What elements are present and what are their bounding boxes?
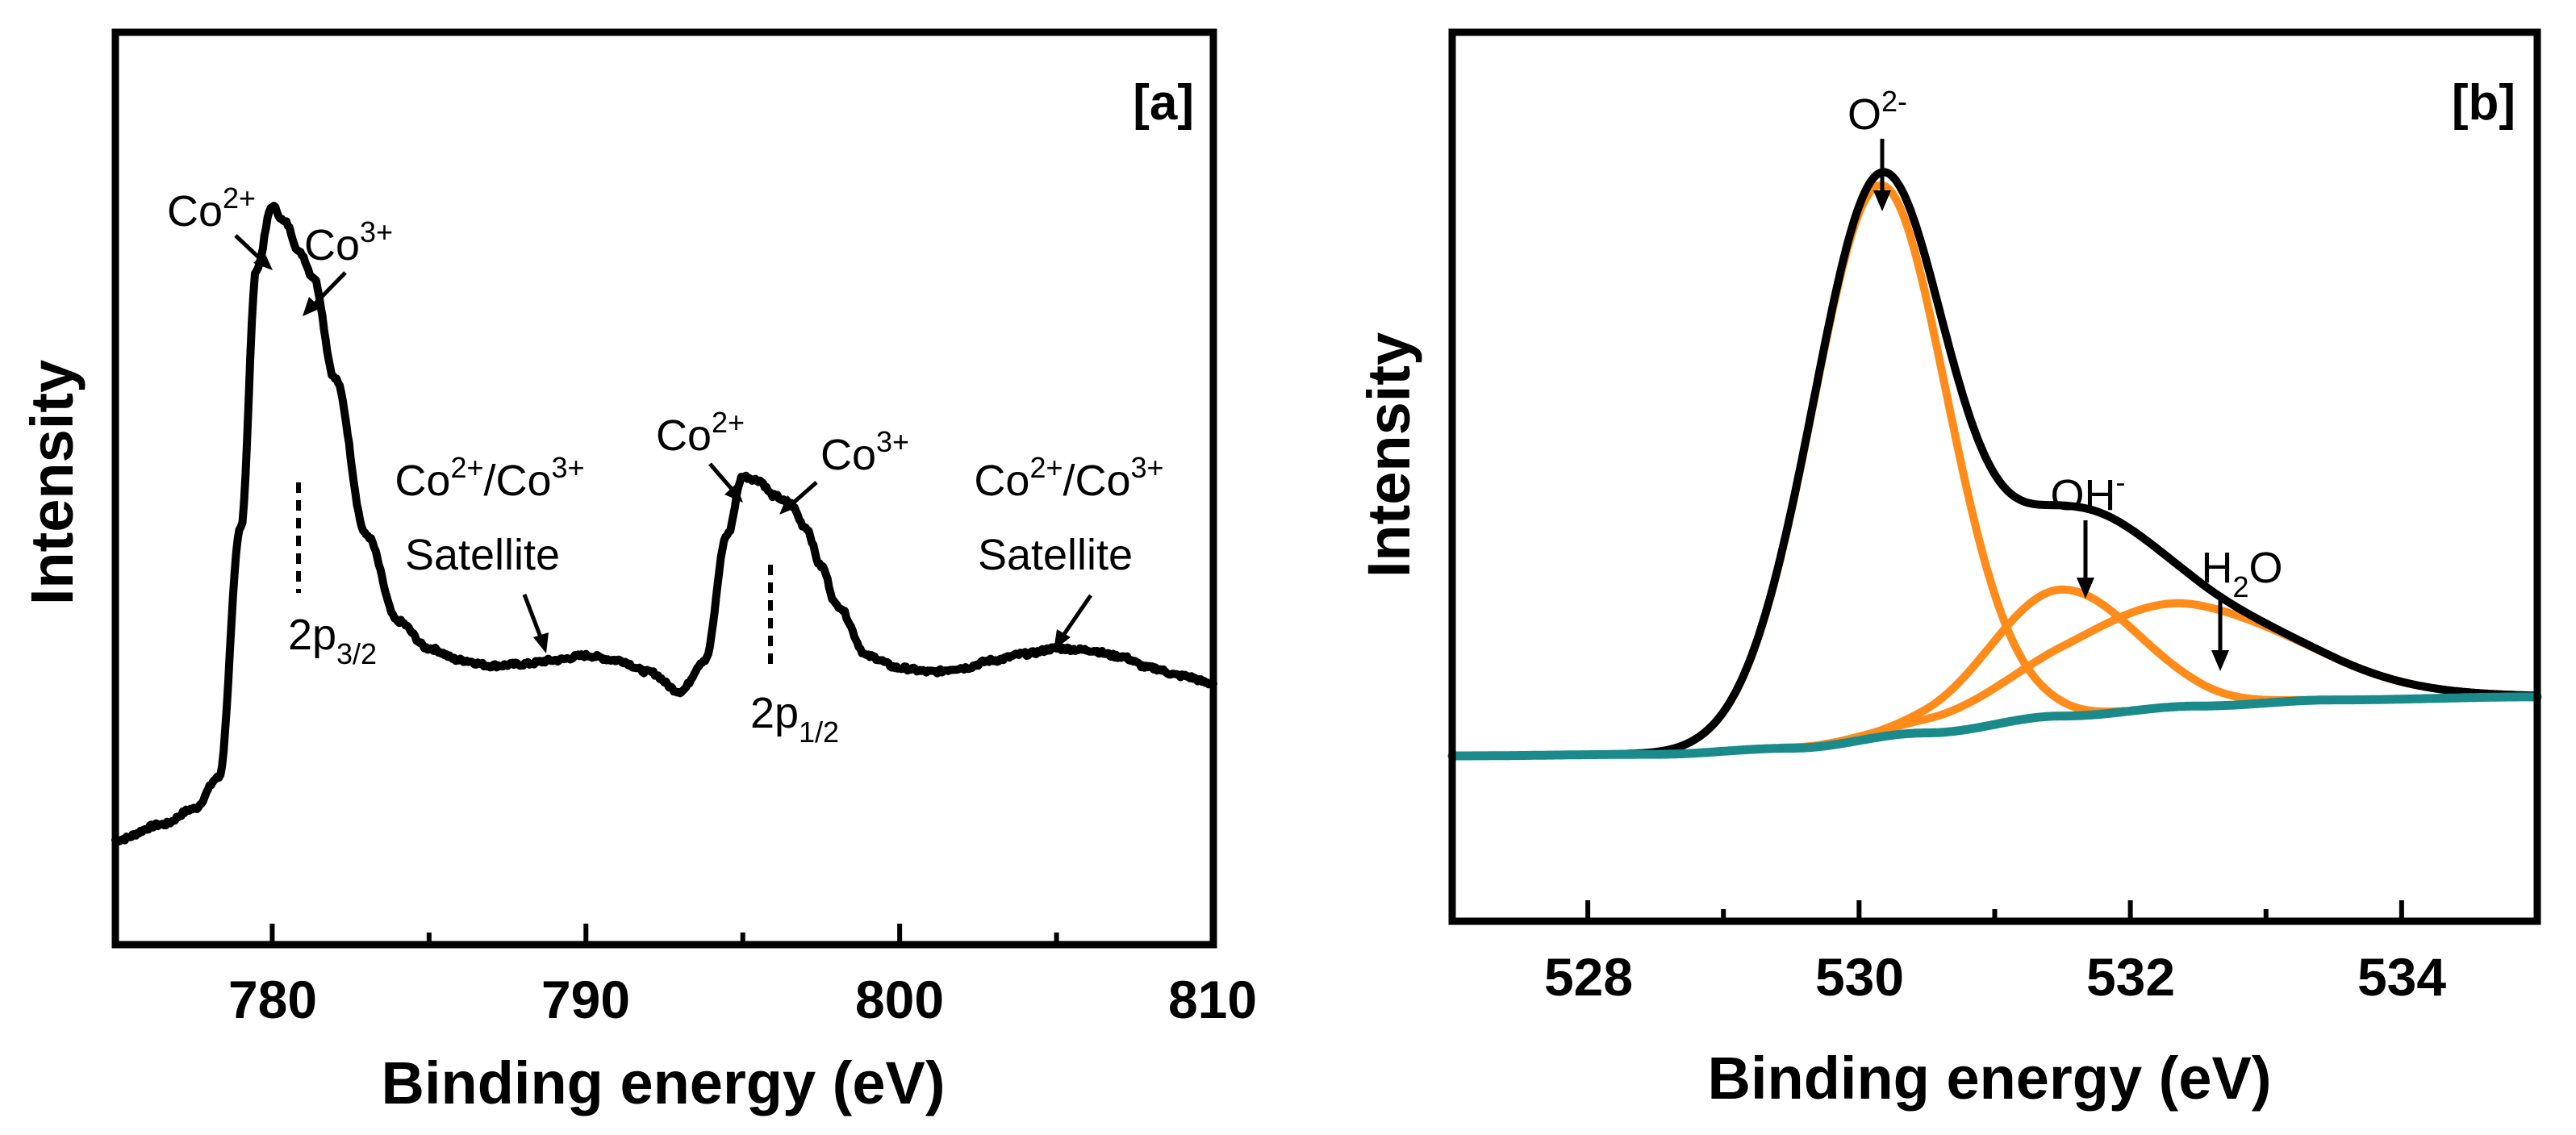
annotation-co3plus-first: Co3+ [304, 215, 393, 269]
ohminus-component-line [1819, 585, 2336, 749]
arrowhead [2211, 650, 2229, 671]
o2minus-component-line [1658, 181, 2128, 755]
annotation-satellite-second-line2: Satellite [978, 531, 1133, 579]
annotation-ohminus: OH- [2051, 465, 2126, 520]
arrowhead [253, 252, 273, 270]
panel-b-label: [b] [2452, 75, 2515, 131]
annotation-satellite-second-line1: Co2+/Co3+ [974, 451, 1163, 505]
envelope-line [1448, 168, 2541, 760]
co2p-spectrum-line [111, 202, 1217, 846]
panel-a: [a] 780 790 800 810 Binding energy (eV) … [19, 28, 1257, 1116]
arrowhead [303, 297, 321, 316]
annotation-co2plus-second: Co2+ [656, 406, 745, 460]
panel-a-frame [111, 28, 1217, 949]
arrow-co3plus-first [309, 271, 347, 310]
panel-a-label: [a] [1133, 75, 1194, 131]
annotation-o2minus: O2- [1847, 85, 1907, 139]
panel-b-xtick-label: 530 [1815, 947, 1904, 1007]
background-line [1447, 692, 2542, 761]
panel-a-xaxis-title: Binding energy (eV) [382, 1049, 946, 1116]
arrowhead [724, 484, 743, 503]
panel-a-yaxis-title: Intensity [19, 360, 86, 605]
annotation-co2plus-first: Co2+ [167, 182, 256, 236]
arrowhead [2077, 578, 2094, 599]
arrowhead [1873, 190, 1891, 211]
panel-a-xtick-label: 780 [228, 970, 317, 1029]
panel-b-xaxis-title: Binding energy (eV) [1708, 1045, 2272, 1112]
arrowhead [1054, 629, 1071, 650]
panel-b-yaxis-title: Intensity [1355, 332, 1422, 578]
arrow-satellite-first [522, 594, 545, 642]
panel-a-xtick-label: 790 [541, 970, 630, 1029]
panel-b: [b] 528 530 532 534 Binding energy (eV) … [1355, 28, 2542, 1112]
annotation-satellite-first-line2: Satellite [405, 531, 560, 579]
arrowhead [779, 495, 799, 515]
arrowhead [533, 632, 549, 653]
panel-b-xtick-label: 528 [1544, 947, 1633, 1007]
annotation-2p1-2: 2p1/2 [750, 689, 839, 749]
annotation-h2o: H2O [2201, 544, 2282, 603]
panel-b-xtick-label: 532 [2086, 947, 2175, 1007]
annotation-satellite-first-line1: Co2+/Co3+ [395, 451, 584, 505]
panel-b-frame [1448, 28, 2541, 925]
h2o-component-line [1776, 599, 2541, 752]
annotation-2p3-2: 2p3/2 [288, 611, 377, 670]
arrow-satellite-second [1058, 594, 1093, 641]
panel-a-xtick-label: 810 [1168, 970, 1257, 1029]
annotation-co3plus-second: Co3+ [820, 425, 909, 479]
panel-a-xtick-label: 800 [855, 970, 944, 1029]
panel-b-xtick-label: 534 [2357, 947, 2446, 1007]
